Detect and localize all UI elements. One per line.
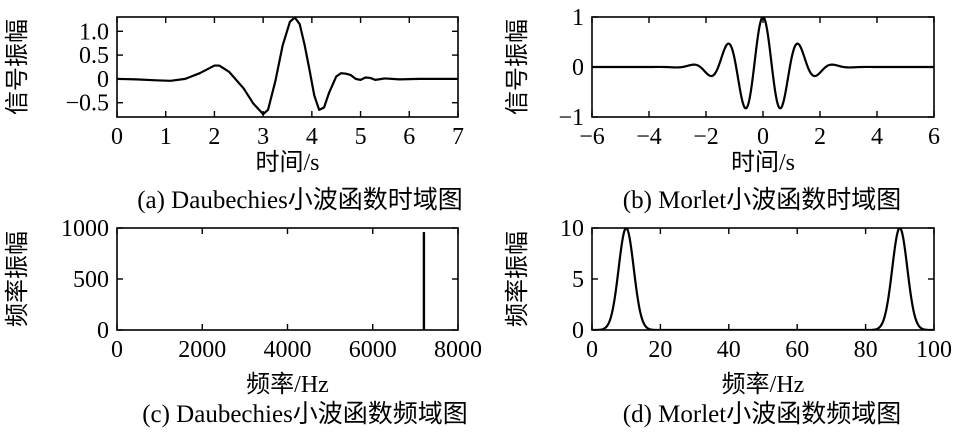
x-tick-label-a: 2 bbox=[208, 124, 220, 150]
x-tick-label-c: 2000 bbox=[178, 337, 226, 363]
x-tick-label-b: 2 bbox=[814, 124, 826, 150]
x-tick-label-a: 0 bbox=[111, 124, 123, 150]
plot-frame-a bbox=[116, 16, 459, 118]
caption-c: (c) Daubechies小波函数频域图 bbox=[142, 400, 468, 428]
x-axis-label-a: 时间/s bbox=[255, 149, 319, 176]
plot-frame-d bbox=[591, 227, 935, 331]
y-axis-label-b: 信号振幅 bbox=[504, 19, 531, 115]
y-tick-label-a: 0 bbox=[97, 67, 109, 93]
series-line-b bbox=[592, 17, 934, 110]
x-tick-label-d: 60 bbox=[785, 337, 809, 363]
x-tick-label-a: 7 bbox=[452, 124, 464, 150]
panel-c: 0 2000 4000 6000 8000 0 500 1000 频率/Hz 频率振幅 (c) Da… bbox=[4, 216, 482, 428]
series-line-d bbox=[592, 228, 934, 330]
y-axis-label-d: 频率振幅 bbox=[504, 231, 531, 327]
x-tick-label-a: 6 bbox=[403, 124, 415, 150]
y-axis-label-a: 信号振幅 bbox=[4, 19, 31, 115]
y-tick-label-a: 0.5 bbox=[79, 43, 109, 69]
x-tick-label-d: 100 bbox=[916, 337, 952, 363]
y-tick-label-d: 10 bbox=[560, 216, 584, 242]
x-tick-label-c: 4000 bbox=[264, 337, 312, 363]
caption-d: (d) Morlet小波函数频域图 bbox=[623, 400, 901, 428]
x-tick-label-b: −4 bbox=[636, 124, 662, 150]
x-tick-label-c: 0 bbox=[111, 337, 123, 363]
x-tick-label-a: 3 bbox=[257, 124, 269, 150]
x-tick-label-b: 4 bbox=[871, 124, 883, 150]
y-tick-label-a: −0.5 bbox=[65, 91, 109, 117]
x-tick-label-b: −6 bbox=[579, 124, 605, 150]
x-tick-label-b: −2 bbox=[693, 124, 719, 150]
x-axis-label-b: 时间/s bbox=[731, 149, 795, 176]
y-tick-label-c: 0 bbox=[97, 318, 109, 344]
x-tick-label-c: 8000 bbox=[434, 337, 482, 363]
x-tick-label-b: 0 bbox=[757, 124, 769, 150]
bar-c-0 bbox=[422, 232, 426, 330]
x-tick-label-d: 80 bbox=[854, 337, 878, 363]
y-tick-label-b: 1 bbox=[572, 5, 584, 31]
x-tick-label-a: 4 bbox=[306, 124, 318, 150]
x-axis-label-c: 频率/Hz bbox=[246, 371, 329, 398]
panel-b: −6 −4 −2 0 2 4 6 −1 0 1 时间/s 信号振幅 (b) Morlet小波函数时域图 bbox=[504, 5, 940, 214]
caption-a: (a) Daubechies小波函数时域图 bbox=[137, 186, 463, 214]
y-tick-label-a: 1.0 bbox=[79, 19, 109, 45]
x-tick-label-b: 6 bbox=[928, 124, 940, 150]
y-axis-label-c: 频率振幅 bbox=[4, 231, 31, 327]
y-tick-label-c: 500 bbox=[73, 267, 109, 293]
y-tick-label-b: −1 bbox=[558, 105, 584, 131]
y-tick-label-b: 0 bbox=[572, 55, 584, 81]
x-tick-label-a: 1 bbox=[160, 124, 172, 150]
x-tick-label-c: 6000 bbox=[349, 337, 397, 363]
y-tick-label-d: 5 bbox=[572, 267, 584, 293]
x-axis-label-d: 频率/Hz bbox=[722, 371, 805, 398]
caption-b: (b) Morlet小波函数时域图 bbox=[623, 186, 901, 214]
x-tick-label-d: 40 bbox=[717, 337, 741, 363]
series-line-a bbox=[117, 17, 458, 116]
y-tick-label-d: 0 bbox=[572, 318, 584, 344]
x-tick-label-a: 5 bbox=[355, 124, 367, 150]
x-tick-label-d: 0 bbox=[586, 337, 598, 363]
panel-d: 0 20 40 60 80 100 0 5 10 频率/Hz 频率振幅 (d) Morlet小波函数频… bbox=[504, 216, 952, 428]
y-tick-label-c: 1000 bbox=[61, 216, 109, 242]
x-tick-label-d: 20 bbox=[648, 337, 672, 363]
plot-frame-c bbox=[116, 227, 459, 331]
